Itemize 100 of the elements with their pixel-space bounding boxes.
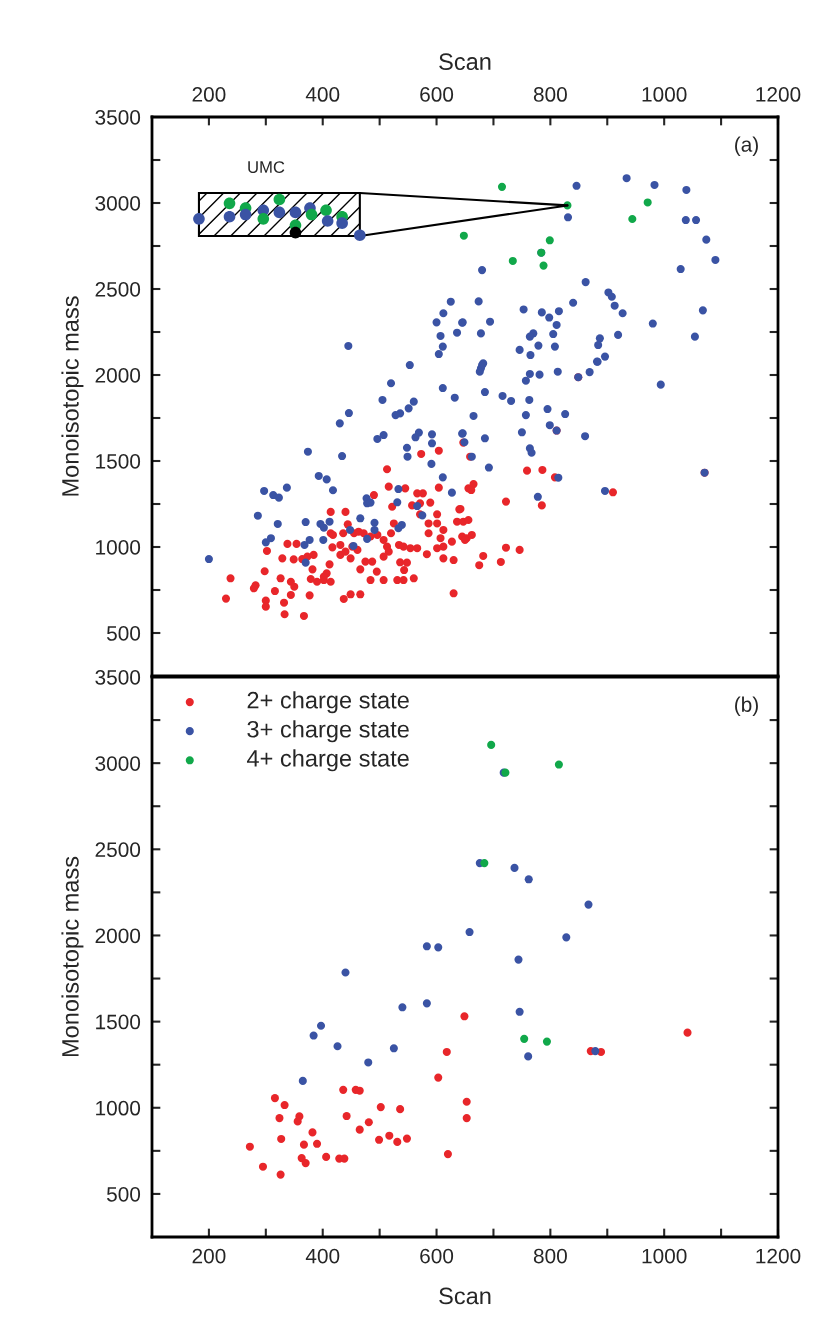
point bbox=[341, 968, 350, 977]
point bbox=[524, 875, 533, 884]
point bbox=[459, 231, 468, 240]
point bbox=[340, 1154, 349, 1163]
x-tick-label: 200 bbox=[192, 87, 226, 102]
x-tick-label: 800 bbox=[533, 87, 567, 102]
point bbox=[396, 1105, 405, 1114]
point bbox=[542, 1037, 551, 1046]
point bbox=[683, 1028, 692, 1037]
y-axis-title: Monoisotopic mass bbox=[61, 296, 84, 496]
y-tick-label: 2500 bbox=[95, 282, 141, 297]
x-tick-label: 1200 bbox=[756, 87, 801, 102]
point bbox=[434, 1073, 443, 1082]
x-tick-label: 600 bbox=[420, 1248, 454, 1264]
y-tick-label: 1500 bbox=[96, 454, 141, 469]
y-tick-label: 500 bbox=[106, 1186, 141, 1202]
point bbox=[462, 1097, 471, 1106]
y-tick-label: 1000 bbox=[96, 1100, 141, 1116]
point bbox=[389, 1044, 398, 1053]
point bbox=[342, 1111, 351, 1121]
legend-label: 4+ charge state bbox=[246, 749, 409, 772]
point bbox=[364, 1058, 373, 1067]
annotation: UMC bbox=[248, 161, 285, 173]
y-tick-label: 2000 bbox=[95, 368, 141, 383]
y-tick-label: 2500 bbox=[95, 842, 141, 858]
point bbox=[497, 182, 507, 191]
point bbox=[443, 1150, 452, 1159]
point bbox=[539, 261, 548, 270]
point bbox=[333, 1042, 342, 1051]
point bbox=[402, 1134, 411, 1143]
point bbox=[385, 1131, 394, 1140]
point bbox=[442, 1047, 451, 1056]
point bbox=[398, 1003, 407, 1012]
point bbox=[393, 1137, 402, 1146]
x-tick-label: 1000 bbox=[642, 1248, 687, 1264]
point bbox=[277, 1134, 286, 1144]
point bbox=[298, 1076, 307, 1085]
y-tick-label: 3500 bbox=[95, 670, 141, 685]
point bbox=[462, 1114, 471, 1123]
point bbox=[364, 1118, 373, 1127]
point bbox=[591, 1047, 600, 1056]
point bbox=[280, 1100, 289, 1110]
x-tick-label: 600 bbox=[420, 87, 454, 102]
y-tick-label: 3000 bbox=[95, 756, 141, 771]
point bbox=[508, 256, 517, 266]
x-tick-label: 400 bbox=[305, 87, 340, 102]
point bbox=[339, 1085, 348, 1094]
point bbox=[275, 1114, 284, 1123]
point bbox=[309, 1031, 318, 1040]
y-tick-label: 2000 bbox=[95, 928, 141, 944]
point bbox=[258, 1162, 268, 1171]
point bbox=[465, 927, 474, 937]
point bbox=[628, 214, 637, 224]
point bbox=[422, 999, 431, 1008]
point bbox=[299, 1140, 308, 1149]
annotation: (a) bbox=[735, 136, 758, 156]
point bbox=[316, 1021, 326, 1030]
point bbox=[480, 859, 489, 868]
point bbox=[245, 1142, 254, 1151]
point bbox=[375, 1135, 384, 1144]
y-tick-label: 500 bbox=[106, 626, 141, 641]
point bbox=[293, 1117, 302, 1126]
x-axis-title: Scan bbox=[439, 1287, 491, 1305]
point bbox=[270, 1094, 279, 1103]
x-tick-label: 800 bbox=[533, 1248, 567, 1264]
point bbox=[584, 900, 593, 909]
x-tick-label: 1200 bbox=[756, 1248, 801, 1264]
point bbox=[355, 1086, 364, 1095]
point bbox=[434, 943, 443, 952]
point bbox=[422, 942, 431, 951]
x-axis-title: Scan bbox=[439, 53, 491, 71]
y-tick-label: 1500 bbox=[96, 1014, 141, 1030]
point bbox=[376, 1103, 385, 1112]
y-tick-label: 1000 bbox=[96, 540, 141, 555]
point bbox=[312, 1139, 322, 1148]
point bbox=[510, 863, 519, 872]
point bbox=[460, 1012, 469, 1021]
point bbox=[301, 1159, 310, 1168]
x-tick-label: 1000 bbox=[642, 87, 687, 102]
point bbox=[276, 1170, 285, 1179]
y-tick-label: 3500 bbox=[95, 110, 141, 125]
legend-label: 2+ charge state bbox=[247, 691, 409, 714]
y-axis-title: Monoisotopic mass bbox=[61, 856, 84, 1057]
y-tick-label: 3000 bbox=[95, 196, 141, 211]
x-tick-label: 400 bbox=[305, 1248, 340, 1264]
point bbox=[643, 198, 652, 207]
point bbox=[562, 933, 571, 942]
x-tick-label: 200 bbox=[192, 1248, 226, 1264]
point bbox=[524, 1052, 533, 1061]
point bbox=[355, 1125, 364, 1134]
point bbox=[514, 955, 523, 964]
point bbox=[322, 1152, 331, 1161]
legend-label: 3+ charge state bbox=[247, 720, 409, 743]
point bbox=[554, 760, 563, 769]
point bbox=[487, 740, 496, 749]
point bbox=[308, 1128, 317, 1137]
point bbox=[545, 236, 554, 245]
point bbox=[520, 1034, 529, 1043]
point bbox=[515, 1007, 524, 1016]
annotation: (b) bbox=[735, 696, 758, 717]
